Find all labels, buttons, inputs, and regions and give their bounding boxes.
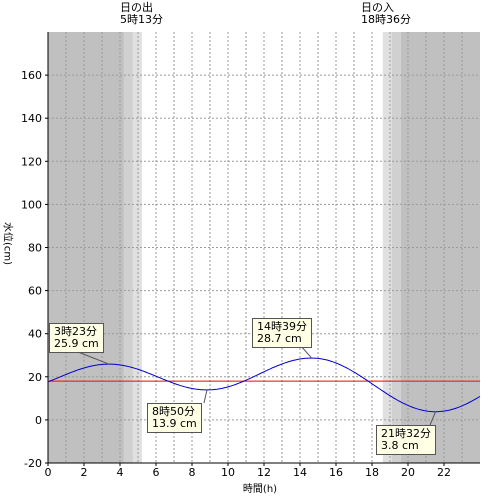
callout-time: 3時23分 xyxy=(54,325,97,338)
x-tick-label: 14 xyxy=(293,466,307,479)
callout-pointer xyxy=(77,351,110,365)
y-tick-label: 160 xyxy=(21,69,42,82)
y-tick-label: 80 xyxy=(28,242,42,255)
y-tick-label: 40 xyxy=(28,328,42,341)
sunrise-label: 日の出 5時13分 xyxy=(120,2,163,26)
sunset-title: 日の入 xyxy=(361,1,394,14)
x-tick-label: 8 xyxy=(189,466,196,479)
callout-value: 3.8 cm xyxy=(381,439,419,452)
tide-curve xyxy=(47,357,481,413)
y-tick-label: 20 xyxy=(28,371,42,384)
callout-pointer xyxy=(203,389,208,404)
x-axis-label: 時間(h) xyxy=(242,484,278,495)
callout-high-1: 3時23分 25.9 cm xyxy=(49,323,104,353)
callout-value: 13.9 cm xyxy=(152,417,197,430)
y-tick-label: 120 xyxy=(21,155,42,168)
callout-time: 14時39分 xyxy=(257,320,307,333)
x-tick-label: 22 xyxy=(437,466,451,479)
twilight-region-evening xyxy=(382,32,392,463)
x-tick-label: 16 xyxy=(329,466,343,479)
x-tick-label: 18 xyxy=(365,466,379,479)
sunrise-title: 日の出 xyxy=(120,1,153,14)
callout-low-1: 8時50分 13.9 cm xyxy=(147,403,202,433)
callout-time: 8時50分 xyxy=(152,405,195,418)
y-tick-label: 0 xyxy=(35,414,42,427)
sunrise-time: 5時13分 xyxy=(120,13,163,26)
sunset-label: 日の入 18時36分 xyxy=(361,2,411,26)
y-tick-label: 140 xyxy=(21,112,42,125)
sunset-time: 18時36分 xyxy=(361,13,411,26)
x-tick-label: 10 xyxy=(221,466,235,479)
x-tick-label: 6 xyxy=(153,466,160,479)
callout-time: 21時32分 xyxy=(381,427,431,440)
callout-high-2: 14時39分 28.7 cm xyxy=(252,318,312,348)
callout-low-2: 21時32分 3.8 cm xyxy=(376,425,436,455)
x-tick-label: 0 xyxy=(45,466,52,479)
y-tick-label: -20 xyxy=(24,457,42,470)
x-tick-label: 20 xyxy=(401,466,415,479)
x-tick-label: 4 xyxy=(117,466,124,479)
y-tick-label: 100 xyxy=(21,198,42,211)
x-tick-label: 2 xyxy=(81,466,88,479)
callout-pointer xyxy=(429,411,437,426)
callout-value: 25.9 cm xyxy=(54,337,99,350)
y-tick-label: 60 xyxy=(28,285,42,298)
y-axis-label: 水位(cm) xyxy=(1,221,13,266)
callout-value: 28.7 cm xyxy=(257,332,302,345)
x-tick-label: 12 xyxy=(257,466,271,479)
